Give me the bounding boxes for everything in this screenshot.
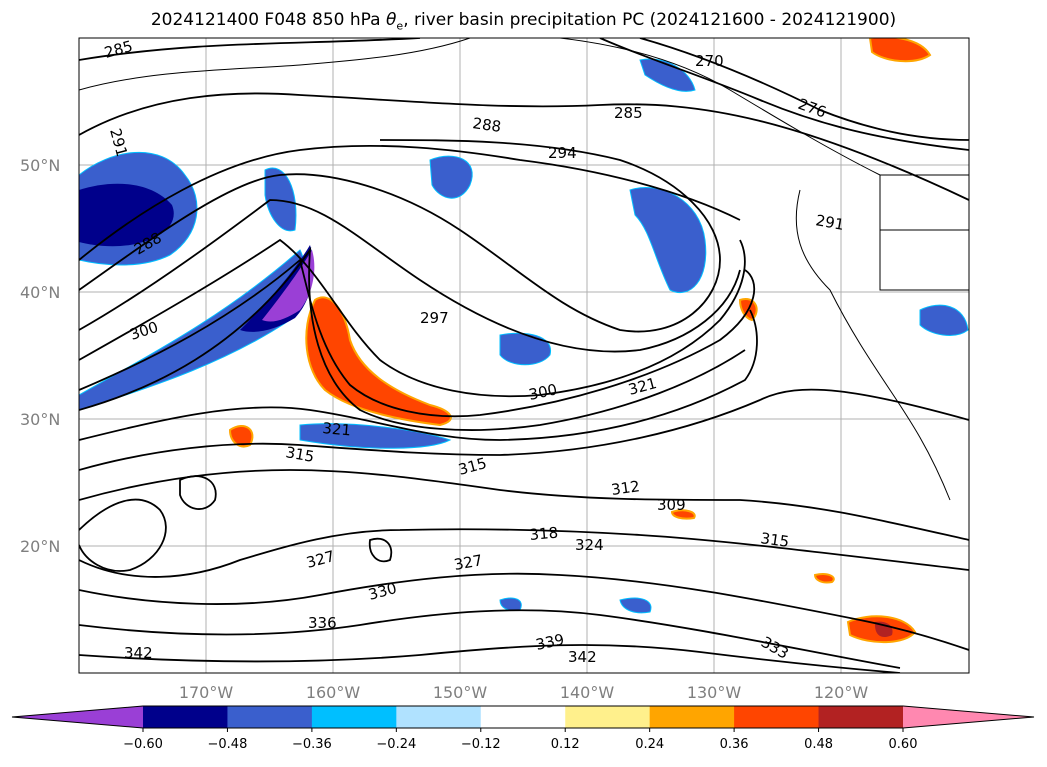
colorbar-tick-label: −0.12 — [461, 737, 501, 752]
contour-label: 333 — [758, 633, 792, 663]
precip-shading — [79, 38, 969, 644]
neg-region-nw — [264, 167, 297, 232]
lon-label: 160°W — [306, 683, 361, 702]
contour-label: 315 — [759, 529, 790, 551]
colorbar: −0.60 −0.48 −0.36 −0.24 −0.12 0.12 0.24 0.36 0.4… — [11, 705, 1035, 752]
colorbar-tick-label: 0.36 — [720, 737, 749, 752]
contour-label: 315 — [456, 454, 488, 479]
lat-label: 30°N — [20, 410, 60, 429]
contour-label: 315 — [284, 443, 315, 466]
colorbar-segment — [734, 706, 820, 728]
lat-label: 20°N — [20, 537, 60, 556]
neg-band-jet — [79, 249, 306, 411]
contour-label: 330 — [366, 579, 398, 604]
neg-region-mid — [499, 332, 551, 366]
colorbar-tick-label: 0.60 — [889, 737, 918, 752]
neg-region-ne — [629, 186, 707, 293]
lat-label: 50°N — [20, 156, 60, 175]
colorbar-segment — [565, 706, 651, 728]
contour-label: 327 — [304, 547, 336, 572]
contour-label: 291 — [814, 211, 845, 234]
pos-region-nw-coast — [868, 38, 932, 63]
colorbar-tick-label: 0.12 — [551, 737, 580, 752]
pos-region-w — [228, 425, 254, 448]
lat-axis-labels: 50°N 40°N 30°N 20°N — [20, 156, 60, 556]
neg-region-north — [429, 155, 473, 199]
map-frame — [78, 37, 970, 674]
contour-label: 327 — [453, 551, 484, 574]
contour-label: 285 — [614, 104, 643, 122]
map-area: 285 285 288 288 291 291 294 297 300 300 … — [79, 37, 969, 673]
colorbar-segment — [818, 706, 904, 728]
colorbar-tick-label: 0.48 — [804, 737, 833, 752]
colorbar-tick-label: −0.48 — [208, 737, 248, 752]
lat-label: 40°N — [20, 283, 60, 302]
lon-axis-labels: 170°W 160°W 150°W 140°W 130°W 120°W — [179, 683, 869, 702]
contour-label: 324 — [575, 536, 604, 554]
contour-label: 270 — [695, 52, 724, 70]
colorbar-segment — [227, 706, 313, 728]
contours — [79, 38, 969, 673]
contour-label: 294 — [548, 144, 577, 162]
neg-core-west — [79, 183, 174, 247]
contour-label: 300 — [527, 380, 559, 404]
lon-label: 170°W — [179, 683, 234, 702]
neg-region-e — [919, 304, 969, 336]
neg-region-coast — [639, 58, 696, 92]
coastlines — [79, 38, 969, 501]
colorbar-tick-label: −0.60 — [123, 737, 163, 752]
lon-label: 140°W — [560, 683, 615, 702]
colorbar-segment — [143, 706, 228, 728]
colorbar-tick-label: 0.24 — [635, 737, 664, 752]
contour-label: 312 — [610, 477, 641, 499]
contour-label: 339 — [534, 630, 566, 654]
colorbar-extend-high — [903, 706, 1034, 728]
contour-label: 309 — [657, 496, 686, 514]
neg-region-band — [299, 423, 452, 449]
figure-title: 2024121400 F048 850 hPa θe, river basin … — [150, 10, 897, 33]
colorbar-tick-label: −0.36 — [292, 737, 332, 752]
colorbar-extend-low — [12, 706, 143, 728]
contour-label: 297 — [420, 309, 449, 327]
colorbar-segment — [649, 706, 735, 728]
contour-label: 288 — [471, 114, 502, 136]
contour-label: 291 — [106, 126, 131, 158]
pos-region-s — [813, 573, 835, 584]
colorbar-segment — [396, 706, 482, 728]
colorbar-segment — [480, 706, 566, 728]
contour-label: 321 — [322, 419, 352, 439]
contour-label: 342 — [124, 644, 153, 662]
pos-region-mid — [670, 509, 696, 520]
neg-region-s1 — [619, 597, 652, 614]
lon-label: 120°W — [814, 683, 869, 702]
contour-label: 300 — [128, 318, 161, 344]
colorbar-tick-label: −0.24 — [376, 737, 416, 752]
contour-label: 342 — [568, 648, 597, 666]
contour-label: 318 — [529, 524, 559, 544]
contour-label: 285 — [102, 37, 134, 62]
contour-label: 276 — [796, 95, 829, 122]
lon-label: 130°W — [687, 683, 742, 702]
colorbar-segment — [311, 706, 397, 728]
contour-label: 336 — [308, 614, 337, 632]
lon-label: 150°W — [433, 683, 488, 702]
gridlines — [79, 38, 969, 673]
neg-region-s2 — [499, 597, 522, 611]
